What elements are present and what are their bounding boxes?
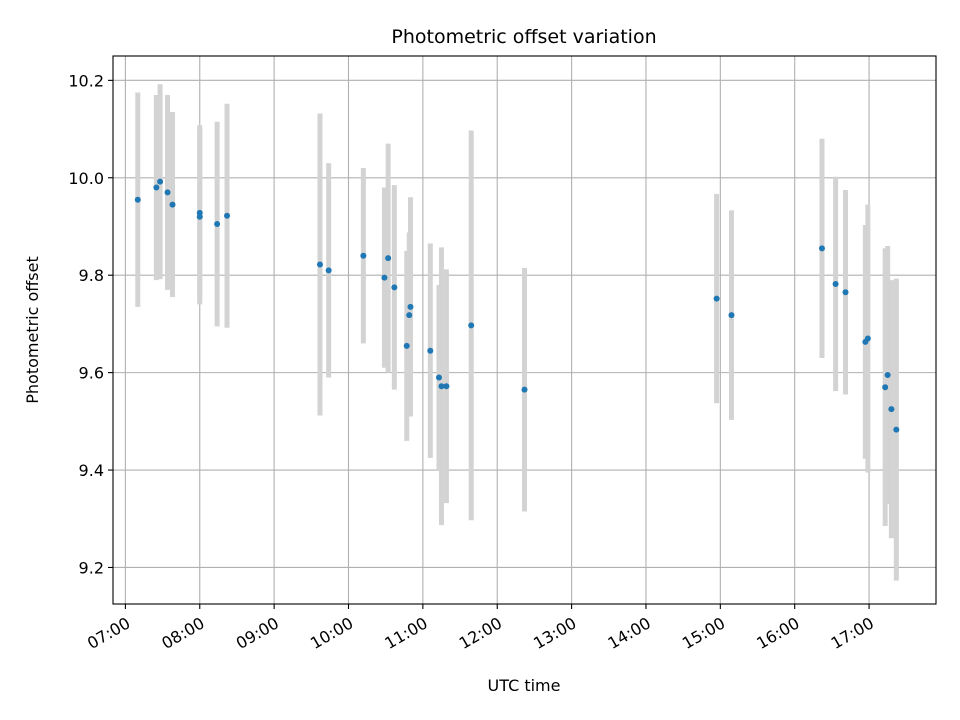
data-point — [169, 201, 176, 208]
data-point — [196, 213, 203, 220]
data-point — [893, 426, 900, 433]
y-tick-label: 9.8 — [79, 266, 104, 285]
data-point — [438, 383, 445, 390]
data-point — [468, 322, 475, 329]
data-point — [153, 184, 160, 191]
data-point — [316, 261, 323, 268]
data-point — [832, 280, 839, 287]
data-point — [882, 384, 889, 391]
data-point — [407, 303, 414, 310]
data-point — [864, 335, 871, 342]
y-axis-ticks: 9.2 9.4 9.6 9.8 10.0 10.2 — [68, 71, 113, 577]
data-point — [214, 221, 221, 228]
chart-title: Photometric offset variation — [391, 26, 656, 48]
data-point — [381, 274, 388, 281]
plot-frame — [112, 55, 937, 605]
data-point — [406, 312, 413, 319]
data-point — [157, 178, 164, 185]
y-tick-label: 10.0 — [68, 169, 104, 188]
x-axis-label: UTC time — [488, 676, 561, 695]
data-point — [360, 252, 367, 259]
data-point — [391, 284, 398, 291]
data-point — [164, 189, 171, 196]
data-point — [728, 312, 735, 319]
data-point — [884, 372, 891, 379]
data-point — [134, 196, 141, 203]
y-axis-label: Photometric offset — [23, 256, 42, 404]
y-tick-label: 9.6 — [79, 364, 104, 383]
data-point — [713, 295, 720, 302]
data-points — [134, 178, 900, 433]
data-point — [325, 267, 332, 274]
y-tick-label: 10.2 — [68, 71, 104, 90]
data-point — [842, 289, 849, 296]
data-point — [224, 212, 231, 219]
data-point — [443, 383, 450, 390]
data-point — [888, 406, 895, 413]
data-point — [427, 347, 434, 354]
y-tick-label: 9.2 — [79, 558, 104, 577]
data-point — [403, 342, 410, 349]
data-point — [818, 245, 825, 252]
data-point — [385, 255, 392, 262]
y-tick-label: 9.4 — [79, 461, 104, 480]
data-point — [435, 374, 442, 381]
data-point — [521, 386, 528, 393]
